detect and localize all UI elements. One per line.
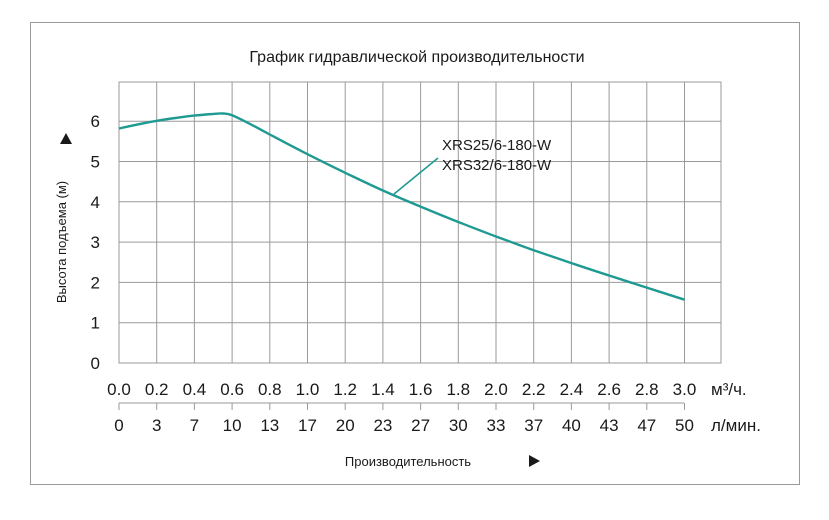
chart-frame — [30, 22, 800, 485]
chart-title: График гидравлической производительности — [249, 49, 584, 66]
x-tick-label-lmin: 43 — [600, 416, 619, 435]
x-tick-labels-m3h: 0.0 0.2 0.4 0.6 0.8 1.0 1.2 1.4 1.6 1.8 2.0 2.2 2.4 2… — [107, 380, 696, 399]
x-tick-label-lmin: 30 — [449, 416, 468, 435]
x-tick-label-m3h: 2.6 — [597, 380, 621, 399]
x-tick-label-m3h: 2.8 — [635, 380, 659, 399]
x-tick-label-m3h: 2.2 — [522, 380, 546, 399]
x-tick-label-m3h: 1.8 — [446, 380, 470, 399]
x-scale-ticks — [118, 403, 685, 410]
x-arrow-icon — [529, 455, 540, 467]
x-tick-label-lmin: 23 — [373, 416, 392, 435]
y-tick-label: 4 — [91, 193, 100, 212]
x-tick-label-m3h: 0.4 — [183, 380, 207, 399]
x-tick-label-lmin: 13 — [260, 416, 279, 435]
x-tick-label-lmin: 10 — [223, 416, 242, 435]
x-tick-label-m3h: 0.0 — [107, 380, 131, 399]
y-tick-label: 1 — [91, 314, 100, 333]
x-tick-label-lmin: 3 — [152, 416, 161, 435]
x-tick-label-lmin: 47 — [637, 416, 656, 435]
x-tick-label-m3h: 0.6 — [220, 380, 244, 399]
x-tick-label-lmin: 7 — [190, 416, 199, 435]
x-tick-label-m3h: 2.0 — [484, 380, 508, 399]
grid — [118, 81, 722, 364]
y-tick-label: 0 — [91, 354, 100, 373]
x-tick-label-lmin: 27 — [411, 416, 430, 435]
x-tick-label-lmin: 40 — [562, 416, 581, 435]
y-tick-label: 5 — [91, 153, 100, 172]
x-axis-label: Производительность — [345, 454, 471, 469]
legend-label-xrs32: XRS32/6-180-W — [442, 157, 552, 174]
x-unit-lmin: л/мин. — [711, 416, 761, 435]
legend-leader-line — [393, 157, 439, 195]
x-tick-label-m3h: 0.8 — [258, 380, 282, 399]
y-tick-labels: 0 1 2 3 4 5 6 — [91, 112, 100, 373]
plot-border — [118, 81, 722, 364]
x-tick-label-m3h: 1.6 — [409, 380, 433, 399]
y-tick-label: 2 — [91, 273, 100, 292]
legend-label-xrs25: XRS25/6-180-W — [442, 137, 552, 154]
x-tick-label-m3h: 0.2 — [145, 380, 169, 399]
x-tick-label-m3h: 3.0 — [673, 380, 697, 399]
x-tick-label-m3h: 1.0 — [296, 380, 320, 399]
y-tick-label: 6 — [91, 112, 100, 131]
x-tick-label-lmin: 33 — [487, 416, 506, 435]
x-tick-label-lmin: 0 — [114, 416, 123, 435]
x-tick-label-m3h: 1.4 — [371, 380, 395, 399]
x-unit-m3h: м³/ч. — [711, 380, 747, 399]
series-line-xrs — [118, 112, 685, 301]
y-axis-label: Высота подъема (м) — [54, 181, 69, 303]
x-tick-label-m3h: 2.4 — [560, 380, 584, 399]
x-tick-label-lmin: 17 — [298, 416, 317, 435]
x-tick-label-m3h: 1.2 — [333, 380, 357, 399]
x-tick-label-lmin: 20 — [336, 416, 355, 435]
x-tick-labels-lmin: 0 3 7 10 13 17 20 23 27 30 33 37 40 43 47 50 — [114, 416, 694, 435]
x-tick-label-lmin: 37 — [524, 416, 543, 435]
y-arrow-icon — [60, 133, 72, 144]
y-tick-label: 3 — [91, 233, 100, 252]
x-tick-label-lmin: 50 — [675, 416, 694, 435]
